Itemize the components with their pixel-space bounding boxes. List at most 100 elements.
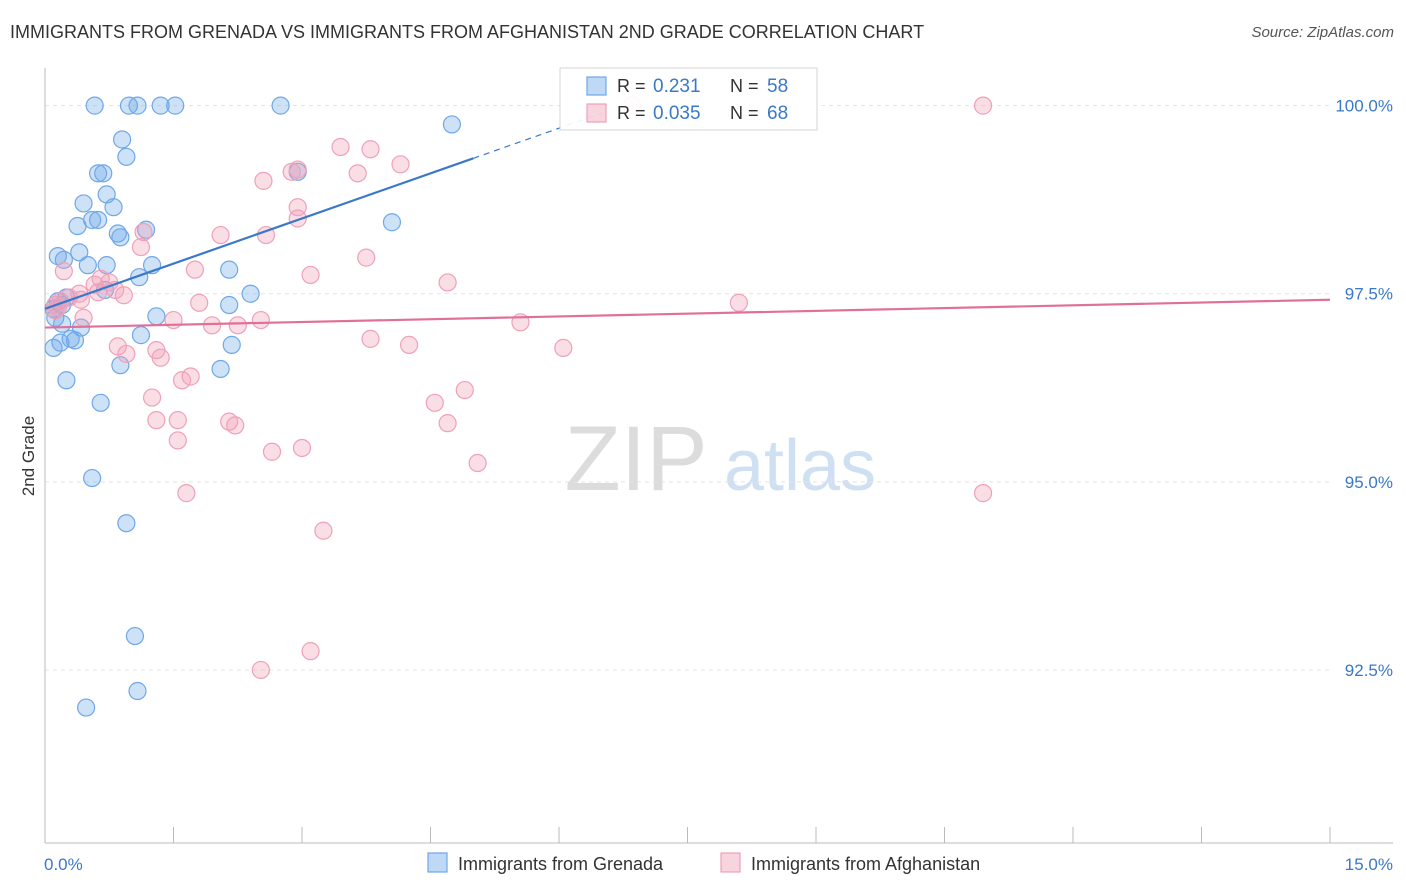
data-point	[425, 393, 444, 412]
data-point	[177, 484, 196, 503]
source-label: Source: ZipAtlas.com	[1251, 24, 1394, 41]
trend-line-grenada	[44, 157, 474, 310]
stats-n-value: 58	[767, 76, 788, 97]
data-point	[222, 335, 241, 354]
data-point	[220, 295, 239, 315]
stats-n-value: 68	[767, 103, 788, 124]
data-point	[455, 380, 474, 400]
data-point	[57, 371, 76, 390]
data-point	[973, 484, 993, 503]
data-point	[190, 293, 209, 312]
data-point	[44, 338, 63, 358]
data-point	[382, 213, 402, 232]
data-point	[314, 521, 333, 540]
data-point	[70, 243, 89, 262]
stats-n-label: N =	[730, 103, 759, 123]
data-point	[331, 137, 350, 157]
data-point	[357, 248, 376, 267]
data-point	[74, 194, 93, 213]
data-point	[220, 260, 239, 279]
x-tick-label-min: 0.0%	[44, 855, 83, 874]
data-point	[151, 96, 170, 115]
y-tick-label: 100.0%	[1335, 97, 1393, 116]
data-point	[166, 96, 185, 115]
data-point	[94, 164, 113, 183]
data-point	[361, 329, 380, 348]
data-point	[729, 293, 749, 312]
stats-swatch	[586, 103, 607, 123]
data-point	[89, 210, 108, 230]
data-point	[112, 130, 132, 149]
data-point	[151, 348, 170, 367]
data-point	[54, 262, 73, 281]
legend-swatch	[720, 852, 741, 873]
data-point	[97, 256, 116, 275]
data-point	[168, 431, 187, 450]
stats-r-value: 0.231	[653, 76, 701, 97]
data-point	[131, 326, 151, 345]
data-point	[85, 96, 104, 115]
data-point	[262, 442, 282, 461]
data-point	[226, 416, 245, 435]
data-point	[181, 367, 200, 386]
data-point	[77, 698, 96, 717]
data-point	[211, 359, 230, 379]
data-point	[142, 388, 162, 407]
y-tick-label: 92.5%	[1345, 661, 1393, 680]
series-legend: Immigrants from Grenada Immigrants from A…	[427, 852, 980, 874]
data-point	[128, 681, 147, 701]
stats-swatch	[586, 76, 607, 96]
data-point	[301, 265, 320, 285]
y-axis-title: 2nd Grade	[19, 416, 38, 496]
trend-line-afghanistan	[44, 298, 1331, 329]
data-point	[111, 228, 130, 247]
series-points-grenada	[44, 96, 462, 717]
stats-r-value: 0.035	[653, 103, 701, 124]
data-point	[134, 222, 153, 242]
data-point	[288, 160, 307, 179]
data-point	[301, 642, 320, 661]
y-tick-label: 95.0%	[1345, 473, 1393, 492]
data-point	[292, 438, 312, 458]
data-point	[147, 307, 166, 326]
data-point	[554, 338, 573, 358]
data-point	[91, 393, 110, 412]
data-point	[468, 453, 487, 473]
data-point	[172, 371, 192, 390]
y-tick-label: 97.5%	[1345, 285, 1393, 304]
data-point	[241, 284, 260, 303]
data-point	[104, 198, 123, 217]
data-point	[438, 273, 457, 292]
data-point	[973, 96, 993, 115]
data-point	[168, 411, 187, 430]
legend-label: Immigrants from Grenada	[458, 854, 664, 874]
data-point	[288, 209, 307, 228]
data-point	[438, 414, 457, 433]
data-point	[74, 308, 93, 327]
chart-title: IMMIGRANTS FROM GRENADA VS IMMIGRANTS FR…	[10, 22, 925, 42]
data-point	[251, 310, 270, 330]
data-point	[89, 164, 108, 183]
stats-n-label: N =	[730, 76, 759, 96]
data-point	[128, 96, 147, 115]
data-point	[117, 147, 136, 166]
stats-r-label: R =	[617, 103, 646, 123]
data-point	[83, 468, 102, 488]
watermark-zip: ZIP	[564, 408, 707, 510]
data-point	[361, 140, 380, 159]
stats-legend: R = 0.231 N = 58 R = 0.035 N = 68	[559, 67, 818, 131]
data-point	[202, 316, 222, 335]
data-point	[117, 344, 136, 364]
data-point	[271, 96, 290, 115]
stats-legend-box	[559, 67, 818, 131]
data-point	[251, 660, 270, 680]
data-point	[68, 216, 87, 236]
series-points-afghanistan	[46, 96, 993, 680]
data-point	[131, 237, 151, 257]
watermark-atlas: atlas	[724, 426, 876, 506]
data-point	[442, 115, 462, 134]
data-point	[136, 220, 156, 239]
data-point	[211, 225, 230, 245]
